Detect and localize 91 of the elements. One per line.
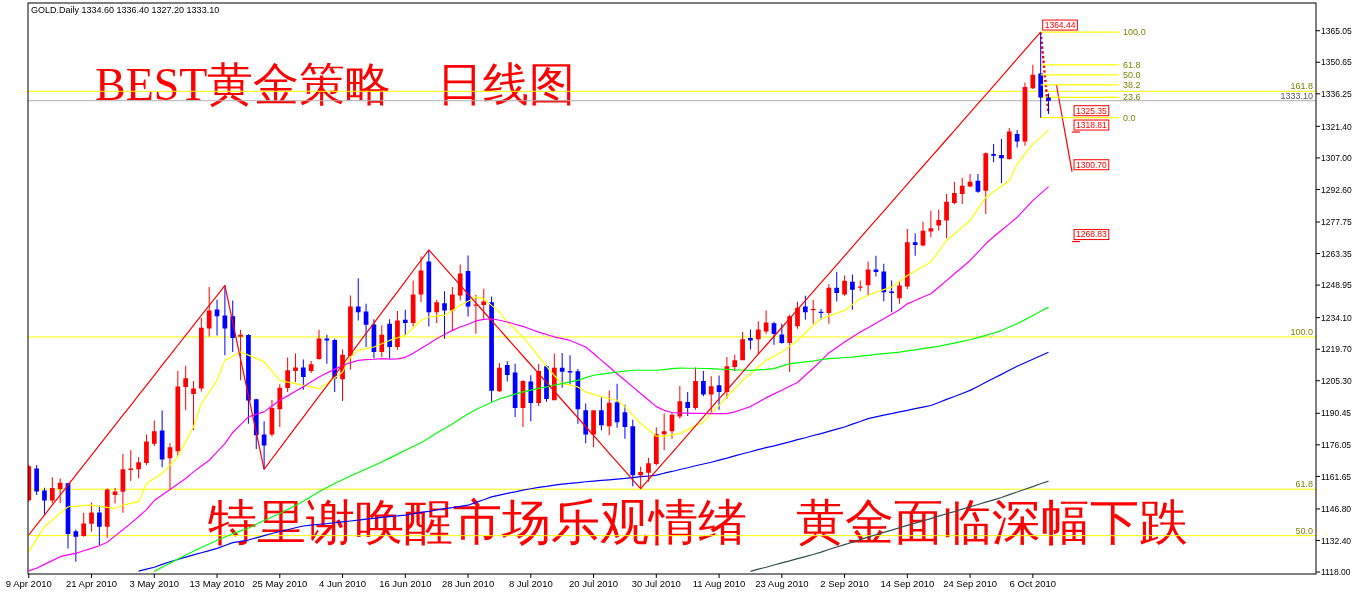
y-tick-label: 1321.40 [1321, 121, 1352, 132]
candlestick [701, 371, 706, 397]
candlestick [834, 272, 840, 302]
data-label: 1300.70 [1076, 159, 1108, 170]
y-tick-label: 1190.45 [1321, 408, 1352, 419]
x-tick-label: 3 May 2010 [129, 578, 180, 589]
candlestick [708, 376, 714, 414]
x-tick-label: 28 Jun 2010 [441, 578, 495, 589]
data-label: 1364.44 [1044, 19, 1076, 30]
x-tick-label: 30 Jul 2010 [631, 578, 681, 589]
ref-line-label: 1333.10 [1280, 90, 1313, 101]
candlestick [97, 505, 102, 546]
candlestick [324, 334, 330, 364]
candlestick [355, 278, 361, 321]
y-tick-label: 1277.75 [1321, 217, 1352, 228]
candlestick [410, 280, 416, 327]
candlestick [850, 274, 855, 310]
candlestick [136, 457, 141, 479]
x-tick-label: 4 Jun 2010 [319, 578, 367, 589]
data-label: 1325.35 [1076, 105, 1108, 116]
y-tick-label: 1336.25 [1321, 89, 1352, 100]
x-tick-label: 13 May 2010 [189, 578, 245, 589]
y-tick-label: 1132.40 [1321, 535, 1352, 546]
candlestick [936, 209, 942, 231]
candlestick [293, 353, 298, 383]
candlestick [732, 354, 738, 372]
candlestick [183, 365, 189, 411]
candlestick [151, 420, 157, 447]
x-tick-label: 2 Sep 2010 [820, 578, 869, 589]
x-tick-label: 11 Aug 2010 [692, 578, 746, 589]
series-label: 23.6 [1123, 92, 1141, 103]
y-tick-label: 1176.05 [1321, 440, 1352, 451]
candlestick [685, 391, 691, 417]
y-tick-label: 1263.35 [1321, 248, 1352, 259]
x-tick-label: 8 Jul 2010 [508, 578, 553, 589]
candlestick [1046, 93, 1051, 114]
series-label: 50.0 [1123, 69, 1141, 80]
candlestick [755, 321, 761, 355]
y-tick-label: 1292.60 [1321, 184, 1352, 195]
x-tick-label: 24 Sep 2010 [943, 578, 998, 589]
candlestick [646, 457, 651, 482]
x-tick-label: 6 Oct 2010 [1009, 578, 1057, 589]
candlestick [128, 450, 134, 481]
x-tick-label: 9 Apr 2010 [5, 578, 52, 589]
candlestick [748, 329, 753, 350]
x-tick-label: 25 May 2010 [252, 578, 308, 589]
series-label: 38.2 [1123, 79, 1141, 90]
candlestick [89, 502, 94, 532]
series-label: 100.0 [1123, 27, 1146, 38]
candlestick [928, 210, 934, 238]
candlestick [912, 233, 918, 256]
candlestick [810, 299, 816, 324]
candlestick [81, 512, 87, 537]
candlestick [34, 465, 39, 496]
candlestick [661, 413, 667, 451]
y-tick-label: 1248.95 [1321, 280, 1352, 291]
annotation: 100.0 [1290, 326, 1313, 337]
y-tick-label: 1118.00 [1321, 567, 1351, 578]
annotation: 50.0 [1295, 525, 1313, 536]
candlestick [999, 139, 1004, 184]
y-tick-label: 1307.00 [1321, 153, 1352, 164]
chart-subtitle: GOLD.Daily 1334.60 1336.40 1327.20 1333.10 [31, 5, 220, 15]
x-tick-label: 21 Apr 2010 [65, 578, 118, 589]
candlestick [144, 434, 149, 466]
candlestick [559, 352, 565, 388]
x-tick-label: 16 Jun 2010 [379, 578, 432, 589]
candlestick [991, 144, 996, 163]
annotation: 161.8 [1290, 81, 1313, 92]
candlestick [442, 291, 447, 339]
candlestick [49, 477, 55, 504]
x-tick-label: 20 Jul 2010 [569, 578, 619, 589]
y-tick-label: 1219.70 [1321, 344, 1352, 355]
candlestick [191, 380, 196, 431]
candlestick [897, 282, 902, 304]
y-tick-label: 1350.65 [1321, 57, 1352, 68]
series-label: 61.8 [1123, 59, 1141, 70]
x-tick-label: 23 Aug 2010 [755, 578, 809, 589]
annotation: 61.8 [1295, 479, 1313, 490]
y-tick-label: 1234.10 [1321, 312, 1352, 323]
data-label: 1268.83 [1076, 229, 1108, 240]
candlestick [944, 194, 949, 239]
candlestick [308, 361, 314, 374]
candlestick [481, 288, 487, 319]
series-label: 0.0 [1123, 112, 1136, 123]
candlestick [803, 295, 808, 320]
y-tick-label: 1161.65 [1321, 471, 1352, 482]
x-tick-label: 14 Sep 2010 [880, 578, 935, 589]
y-tick-label: 1205.30 [1321, 375, 1352, 386]
y-tick-label: 1146.80 [1321, 504, 1352, 515]
y-tick-label: 1365.05 [1321, 25, 1352, 36]
data-label: 1318.81 [1076, 119, 1108, 130]
